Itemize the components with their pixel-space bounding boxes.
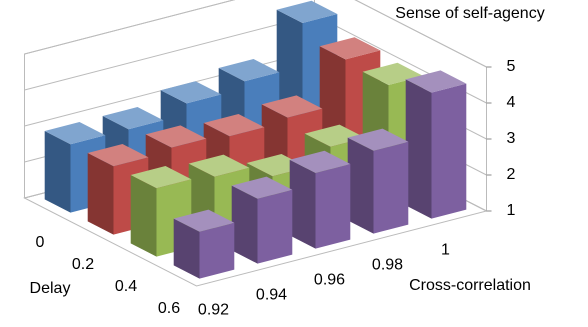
x-tick-label: 0.98 xyxy=(372,257,403,274)
bar-top xyxy=(218,59,280,82)
chart-title: Sense of self-agency xyxy=(395,5,544,22)
x-axis-label: Cross-correlation xyxy=(409,277,531,294)
bar-top xyxy=(188,154,250,177)
z-tick-label: 3 xyxy=(507,130,516,147)
bar-front xyxy=(373,141,409,234)
y-tick-label: 0.2 xyxy=(72,256,94,273)
bar-side xyxy=(289,159,316,249)
bar-top xyxy=(276,0,338,24)
bar-side xyxy=(87,153,114,235)
y-axis-label: Delay xyxy=(30,280,71,297)
z-tick-label: 1 xyxy=(507,202,516,219)
bar-top xyxy=(405,70,467,93)
bar-side xyxy=(44,131,71,213)
bar-top xyxy=(87,144,149,167)
z-tick-label: 5 xyxy=(507,58,516,75)
bar-top xyxy=(261,95,323,118)
bar-top xyxy=(231,176,293,199)
bar-top xyxy=(145,125,207,148)
bar-front xyxy=(431,83,467,219)
bar-top xyxy=(160,81,222,104)
bar-top xyxy=(130,166,192,189)
bar-front xyxy=(257,189,293,264)
bar-side xyxy=(231,185,258,264)
z-tick-label: 4 xyxy=(507,94,516,111)
bar-front xyxy=(315,164,351,249)
bar-side xyxy=(405,79,432,219)
bar-top xyxy=(173,209,235,232)
x-tick-label: 0.94 xyxy=(256,287,287,304)
bar-top xyxy=(102,107,164,130)
bar-top xyxy=(203,114,265,137)
x-tick-label: 0.92 xyxy=(198,302,229,319)
bar-top xyxy=(319,37,381,60)
bar-top xyxy=(289,150,351,173)
grid-line xyxy=(24,0,487,68)
bar-side xyxy=(347,137,374,234)
z-tick-label: 2 xyxy=(507,166,516,183)
y-tick-label: 0 xyxy=(36,234,45,251)
bar-side xyxy=(130,175,157,257)
bar-front xyxy=(199,222,235,279)
x-tick-label: 0.96 xyxy=(314,272,345,289)
y-tick-label: 0.6 xyxy=(158,300,180,317)
bar-top xyxy=(44,122,106,145)
x-tick-label: 1 xyxy=(441,242,450,259)
bar-top xyxy=(347,128,409,151)
y-tick-label: 0.4 xyxy=(115,278,137,295)
bar-side xyxy=(173,218,200,279)
